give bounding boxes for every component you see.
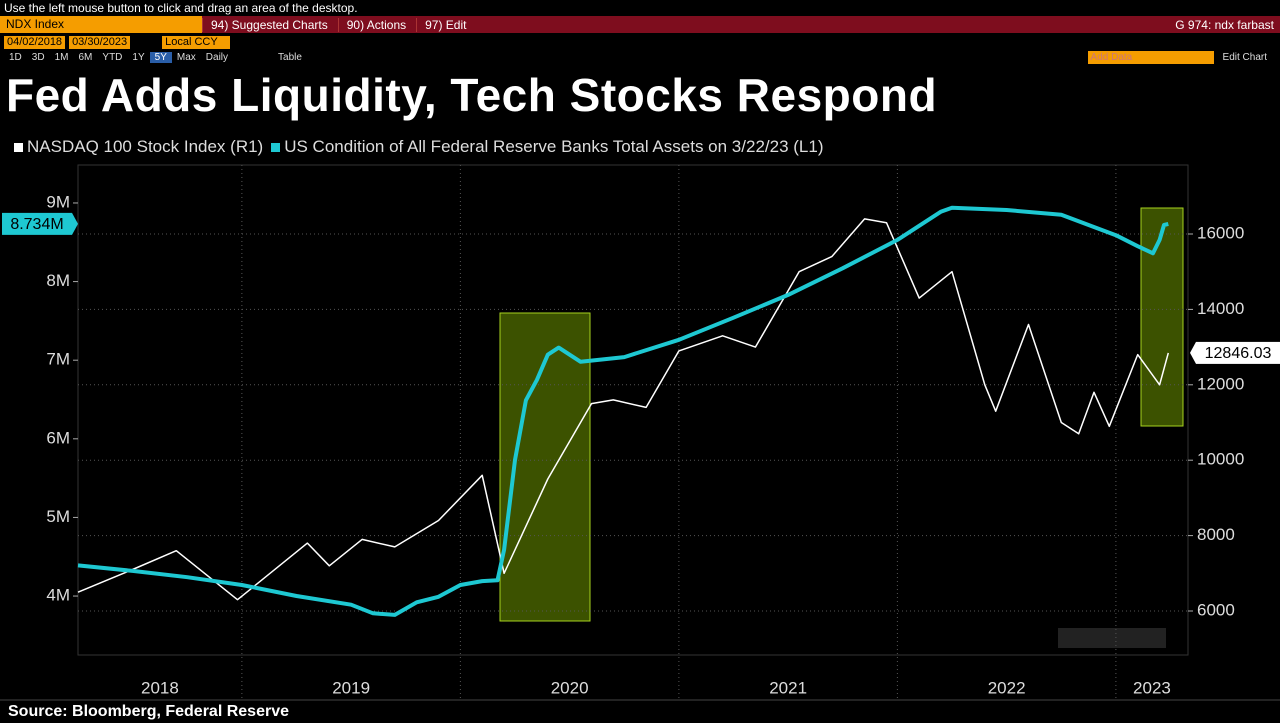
period-button[interactable]: 1Y <box>132 51 145 63</box>
last-value-box <box>1196 341 1280 364</box>
toolbar: 04/02/2018 03/30/2023 Local CCY <box>0 35 1280 50</box>
plot-area <box>77 164 1189 656</box>
y-tick-label: 8M <box>46 271 70 290</box>
last-value-pointer <box>72 212 78 235</box>
y2-tick-label: 16000 <box>1197 223 1244 242</box>
menu-item[interactable]: 94) Suggested Charts <box>202 17 338 32</box>
period-button[interactable]: 1D <box>9 51 22 63</box>
legend-item: US Condition of All Federal Reserve Bank… <box>271 137 823 157</box>
x-tick-label: 2022 <box>988 678 1026 697</box>
last-value-label: 8.734M <box>10 216 63 233</box>
end-date[interactable]: 03/30/2023 <box>69 36 131 49</box>
period-button[interactable]: YTD <box>102 51 123 63</box>
function: G 974: ndx farbast <box>1175 17 1274 32</box>
source: Source: Bloomberg, Federal Reserve <box>8 703 289 720</box>
series-line <box>77 205 1169 617</box>
legend-swatch <box>271 143 281 152</box>
y-tick-label: 6M <box>46 428 70 447</box>
periods: 1D 3D 1M 6M YTD 1Y 5Y Max <box>4 51 201 63</box>
title: Fed Adds Liquidity, Tech Stocks Respond <box>6 69 938 121</box>
hint: Use the left mouse button to click and d… <box>4 1 358 15</box>
security[interactable]: NDX Index <box>0 16 202 33</box>
period-button[interactable]: 5Y <box>149 51 172 63</box>
legend-label: US Condition of All Federal Reserve Bank… <box>284 137 824 156</box>
period-button[interactable]: 1M <box>54 51 69 63</box>
currency[interactable]: Local CCY <box>162 36 231 49</box>
menu-item[interactable]: 90) Actions <box>337 17 416 32</box>
legend-label: NASDAQ 100 Stock Index (R1) <box>27 137 264 156</box>
series-line <box>77 218 1170 601</box>
highlight-box <box>1140 207 1184 427</box>
x-tick-label: 2021 <box>769 678 807 697</box>
period-button[interactable]: 3D <box>31 51 45 63</box>
y-tick-label: 9M <box>46 192 70 211</box>
period-button[interactable]: 6M <box>78 51 93 63</box>
table[interactable]: Table <box>278 51 302 63</box>
y-tick-label: 7M <box>46 350 70 369</box>
legend-swatch <box>14 143 23 152</box>
zoom-tools[interactable] <box>1058 628 1166 648</box>
x-tick-label: 2020 <box>551 678 589 697</box>
frequency[interactable]: Daily <box>205 51 229 63</box>
y2-tick-label: 14000 <box>1197 299 1244 318</box>
last-value-label: 12846.03 <box>1205 345 1272 362</box>
menu-bar: NDX Index 94) Suggested Charts 90) Actio… <box>0 16 1280 33</box>
y-tick-label: 5M <box>46 507 70 526</box>
x-tick-label: 2023 <box>1133 678 1171 697</box>
status-bar: Use the left mouse button to click and d… <box>0 0 1280 16</box>
y2-tick-label: 8000 <box>1197 525 1235 544</box>
legend-item: NASDAQ 100 Stock Index (R1) <box>14 137 263 157</box>
y-tick-label: 4M <box>46 586 70 605</box>
menu-item[interactable]: 97) Edit <box>416 17 476 32</box>
edit-chart[interactable]: Edit Chart <box>1222 51 1267 63</box>
y2-tick-label: 10000 <box>1197 450 1244 469</box>
last-value-pointer <box>1190 341 1196 364</box>
x-tick-label: 2019 <box>332 678 370 697</box>
period-button[interactable]: Max <box>176 51 196 63</box>
legend: NASDAQ 100 Stock Index (R1) US Condition … <box>14 137 823 157</box>
x-tick-label: 2018 <box>141 678 179 697</box>
add-data[interactable]: Add Data <box>1087 50 1214 64</box>
last-value-box <box>2 212 72 235</box>
toolbar: 1D 3D 1M 6M YTD 1Y 5Y Max Daily Table Add Data … <box>0 50 1280 64</box>
y2-tick-label: 6000 <box>1197 600 1235 619</box>
y2-tick-label: 12000 <box>1197 374 1244 393</box>
start-date[interactable]: 04/02/2018 <box>4 36 66 49</box>
